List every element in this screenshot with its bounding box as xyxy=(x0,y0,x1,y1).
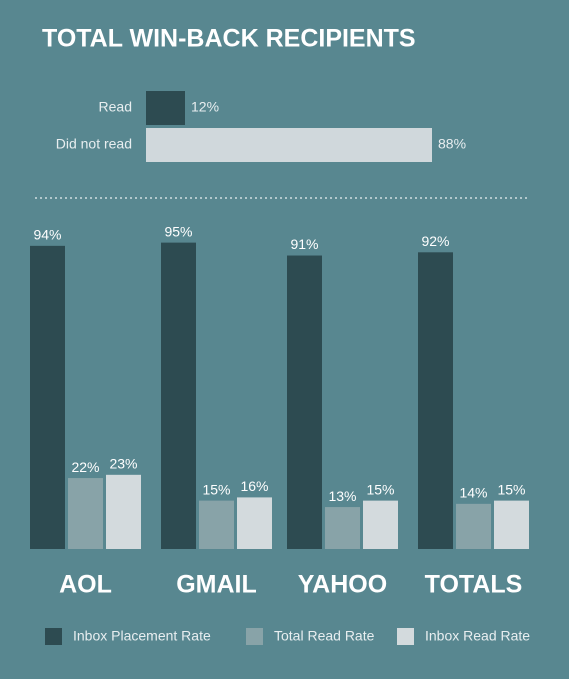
legend-label: Total Read Rate xyxy=(274,628,375,644)
legend-label: Inbox Read Rate xyxy=(425,628,530,644)
bar xyxy=(161,242,196,549)
bar xyxy=(146,128,432,162)
value-label: 13% xyxy=(328,488,356,504)
value-label: 12% xyxy=(191,99,219,115)
value-label: 94% xyxy=(33,227,61,243)
legend-swatch xyxy=(246,628,263,645)
value-label: 16% xyxy=(240,478,268,494)
bar xyxy=(287,255,322,549)
bar xyxy=(494,500,529,549)
value-label: 15% xyxy=(202,481,230,497)
value-label: 91% xyxy=(290,236,318,252)
bar xyxy=(106,474,141,549)
legend-label: Inbox Placement Rate xyxy=(73,628,211,644)
legend-swatch xyxy=(45,628,62,645)
bar xyxy=(456,503,491,549)
category-label: TOTALS xyxy=(425,571,523,599)
value-label: 95% xyxy=(164,223,192,239)
bar xyxy=(68,478,103,549)
category-label: AOL xyxy=(59,571,112,599)
value-label: 14% xyxy=(459,485,487,501)
value-label: 88% xyxy=(438,136,466,152)
value-label: 22% xyxy=(71,459,99,475)
chart-title: TOTAL WIN-BACK RECIPIENTS xyxy=(42,25,416,53)
legend-swatch xyxy=(397,628,414,645)
bar xyxy=(418,252,453,550)
bar xyxy=(325,507,360,549)
category-label: Read xyxy=(99,99,132,115)
bar xyxy=(237,497,272,549)
value-label: 15% xyxy=(497,481,525,497)
category-label: Did not read xyxy=(56,136,132,152)
bar xyxy=(30,245,65,549)
bar xyxy=(199,500,234,549)
value-label: 92% xyxy=(421,233,449,249)
category-label: GMAIL xyxy=(176,571,257,599)
category-label: YAHOO xyxy=(298,571,387,599)
value-label: 23% xyxy=(109,456,137,472)
bar xyxy=(146,91,185,125)
value-label: 15% xyxy=(366,481,394,497)
bar xyxy=(363,500,398,549)
